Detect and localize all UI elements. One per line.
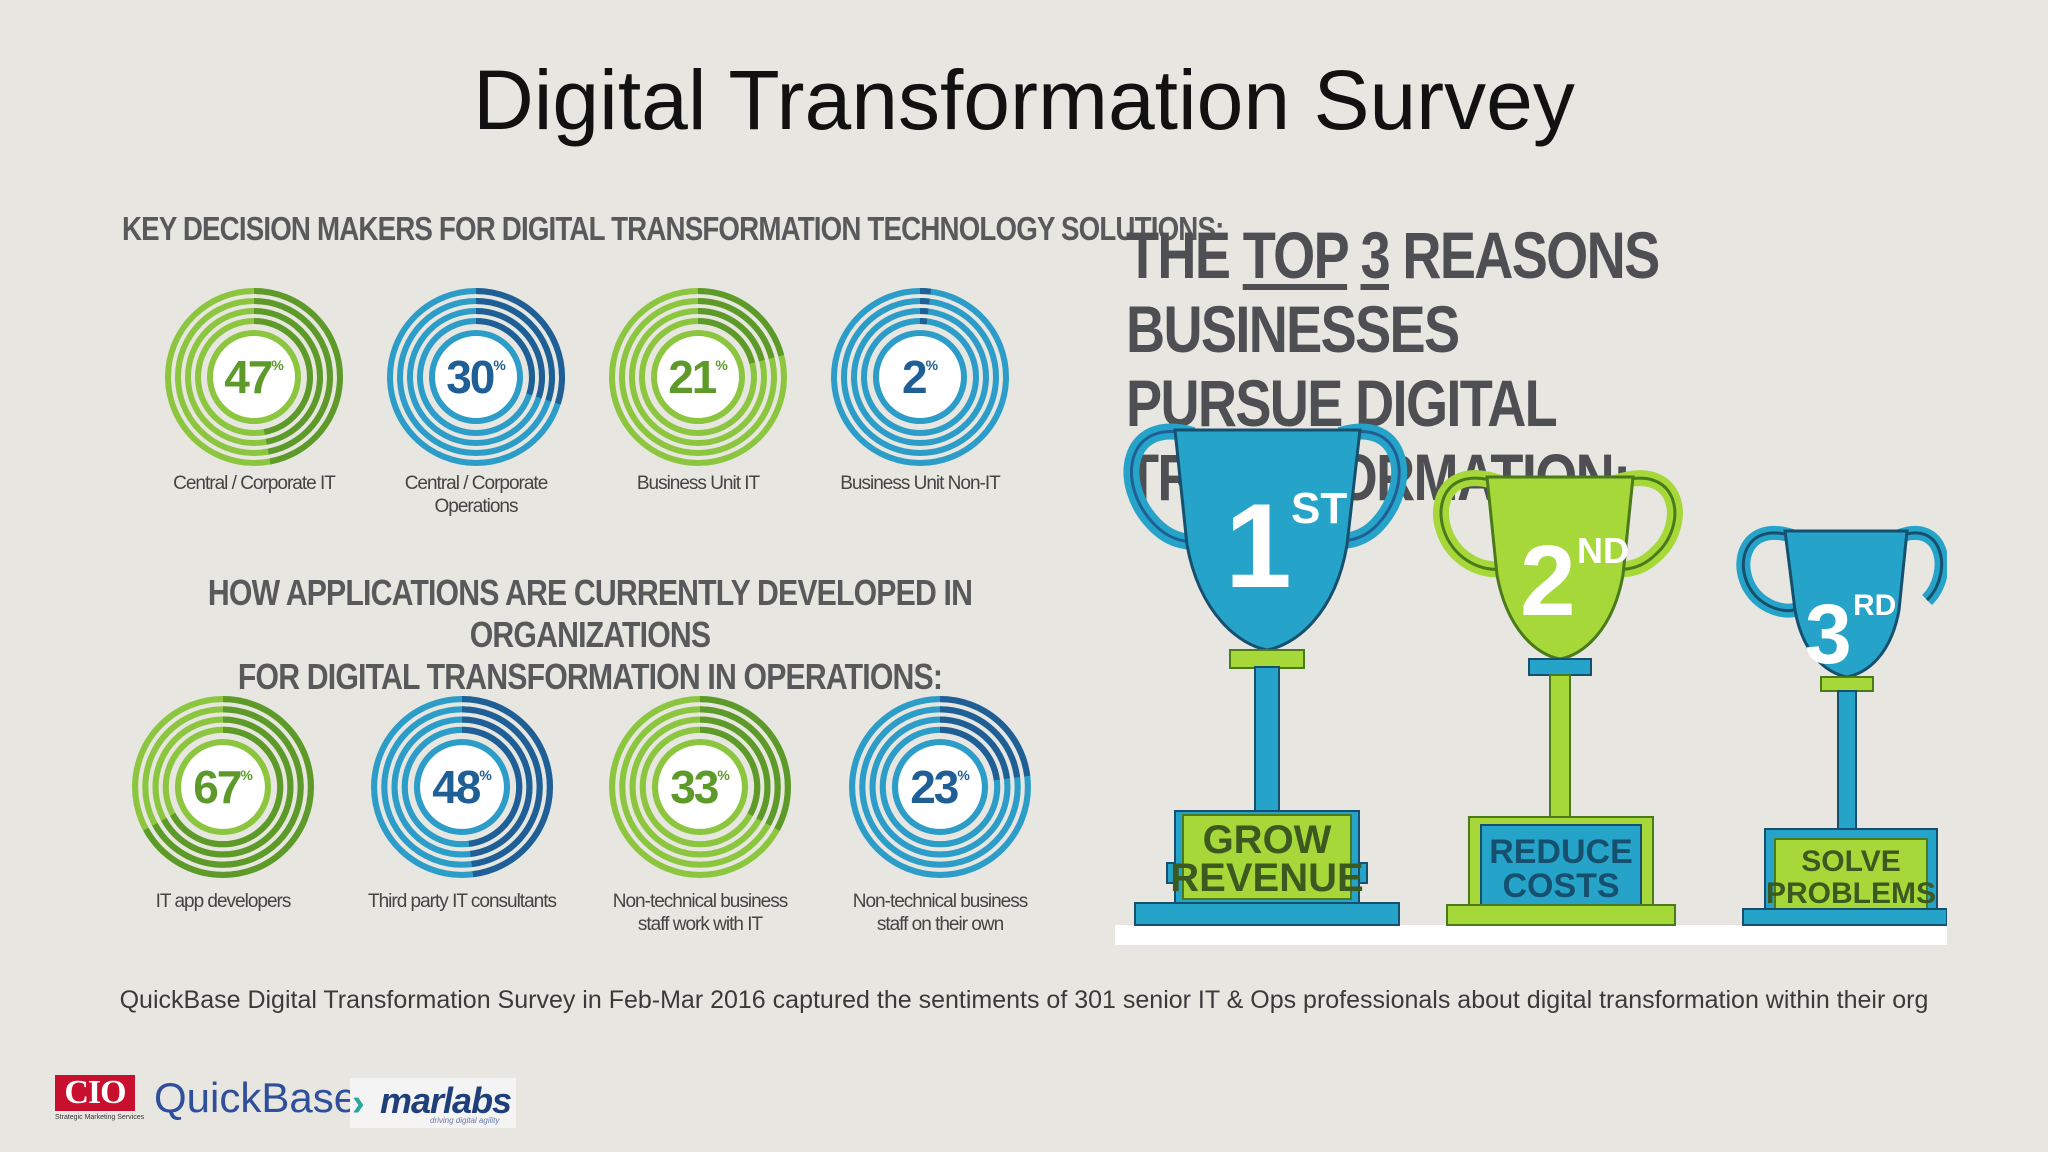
trophy-second-suffix: ND: [1577, 530, 1629, 571]
decision_makers-ring-graphic-2: [387, 288, 565, 466]
decision_makers-label-line1: Business Unit IT: [636, 473, 760, 494]
decision_makers-label-1: Central / Corporate IT: [144, 472, 364, 495]
development-ring-1: 67%: [131, 695, 315, 879]
trophy-second-label-2: COSTS: [1502, 867, 1619, 905]
decision_makers-percent-sign: %: [271, 357, 284, 373]
marlabs-tagline: driving digital agility: [430, 1116, 500, 1125]
decision_makers-percent-1: 47%: [164, 287, 344, 467]
development-percent-1: 67%: [131, 695, 315, 879]
decision_makers-ring-1: 47%: [164, 287, 344, 467]
development-percent-value: 67: [193, 761, 242, 813]
top-reasons-heading-rest: REASONS BUSINESSES: [1126, 218, 1660, 366]
trophy-third-suffix: RD: [1853, 589, 1896, 622]
trophy-second-label-1: REDUCE: [1489, 833, 1633, 871]
development-ring-4: 23%: [848, 695, 1032, 879]
decision_makers-ring-3: 21%: [608, 287, 788, 467]
development-label-line1: IT app developers: [155, 891, 292, 912]
decision_makers-label-4: Business Unit Non-IT: [810, 472, 1030, 495]
decision_makers-ring-2: 30%: [386, 287, 566, 467]
trophy-first: 1 ST GROW REVENUE: [1123, 423, 1408, 926]
decision_makers-ring-graphic-3: [609, 288, 787, 466]
trophy-first-label-1: GROW: [1203, 818, 1332, 862]
development-percent-sign: %: [479, 767, 492, 783]
trophy-first-suffix: ST: [1291, 484, 1347, 533]
decision-makers-heading: KEY DECISION MAKERS FOR DIGITAL TRANSFOR…: [122, 210, 1224, 247]
footnote: QuickBase Digital Transformation Survey …: [119, 986, 1929, 1014]
trophy-first-rank: 1: [1225, 479, 1292, 613]
decision_makers-label-line1: Business Unit Non-IT: [840, 473, 1001, 494]
development-ring-graphic-2: [371, 696, 553, 878]
trophy-third-label-2: PROBLEMS: [1766, 877, 1936, 910]
cio-logo: CIO: [55, 1075, 135, 1111]
decision_makers-ring-graphic-4: [831, 288, 1009, 466]
decision_makers-ring-4: 2%: [830, 287, 1010, 467]
development-percent-value: 33: [670, 761, 719, 813]
development-label-line2: staff work with IT: [637, 914, 763, 935]
decision_makers-percent-sign: %: [925, 357, 939, 373]
trophy-second: 2 ND REDUCE COSTS: [1433, 470, 1683, 926]
marlabs-logo: › marlabs driving digital agility: [350, 1078, 516, 1128]
development-ring-graphic-4: [849, 696, 1031, 878]
trophies-illustration: 1 ST GROW REVENUE 2 ND REDUCE COSTS 3: [1115, 423, 1947, 945]
trophy-third-label-1: SOLVE: [1801, 845, 1900, 878]
development-label-line1: Non-technical business: [852, 891, 1028, 912]
development-label-3: Non-technical business staff work with IT: [590, 890, 810, 936]
development-ring-graphic-1: [132, 696, 314, 878]
decision_makers-label-line1: Central / Corporate IT: [173, 473, 336, 494]
trophy-third: 3 RD SOLVE PROBLEMS: [1736, 525, 1947, 926]
trophy-first-label-2: REVENUE: [1170, 856, 1363, 900]
development-ring-graphic-3: [609, 696, 791, 878]
cio-logo-subtitle: Strategic Marketing Services: [55, 1114, 145, 1121]
development-percent-value: 23: [910, 761, 959, 813]
top-reasons-heading-top: TOP: [1242, 218, 1349, 292]
development-heading: HOW APPLICATIONS ARE CURRENTLY DEVELOPED…: [94, 572, 1085, 698]
marlabs-name: marlabs: [380, 1080, 512, 1121]
development-percent-sign: %: [240, 767, 253, 783]
development-heading-line2: FOR DIGITAL TRANSFORMATION IN OPERATIONS…: [237, 656, 943, 697]
development-label-line1: Non-technical business: [612, 891, 788, 912]
development-percent-value: 48: [432, 761, 481, 813]
decision_makers-label-2: Central / Corporate Operations: [366, 472, 586, 518]
decision_makers-percent-value: 2: [901, 351, 928, 403]
trophy-second-rank: 2: [1520, 525, 1576, 637]
decision_makers-label-line1: Central / Corporate Operations: [404, 473, 549, 517]
decision_makers-percent-3: 21%: [608, 287, 788, 467]
marlabs-chevron-icon: ›: [352, 1082, 365, 1124]
development-percent-sign: %: [957, 767, 970, 783]
development-label-1: IT app developers: [113, 890, 333, 913]
development-label-4: Non-technical business staff on their own: [830, 890, 1050, 936]
quickbase-logo: QuickBase: [154, 1074, 358, 1121]
decision_makers-label-3: Business Unit IT: [588, 472, 808, 495]
trophy-third-rank: 3: [1805, 587, 1852, 681]
decision_makers-percent-2: 30%: [386, 287, 566, 467]
development-label-line1: Third party IT consultants: [367, 891, 557, 912]
top-reasons-heading-pre: THE: [1126, 218, 1243, 292]
development-percent-4: 23%: [848, 695, 1032, 879]
development-ring-3: 33%: [608, 695, 792, 879]
development-heading-line1: HOW APPLICATIONS ARE CURRENTLY DEVELOPED…: [207, 572, 973, 655]
development-label-line2: staff on their own: [876, 914, 1004, 935]
development-percent-sign: %: [717, 767, 730, 783]
decision_makers-percent-value: 47: [224, 351, 273, 403]
development-percent-3: 33%: [608, 695, 792, 879]
floor: [1115, 925, 1947, 945]
page-title: Digital Transformation Survey: [473, 53, 1575, 147]
development-ring-2: 48%: [370, 695, 554, 879]
decision_makers-percent-value: 30: [446, 351, 495, 403]
decision_makers-percent-value: 21: [668, 351, 717, 403]
decision_makers-percent-4: 2%: [830, 287, 1010, 467]
top-reasons-heading-num: 3: [1360, 218, 1391, 292]
decision_makers-percent-sign: %: [493, 357, 506, 373]
development-percent-2: 48%: [370, 695, 554, 879]
decision_makers-percent-sign: %: [715, 357, 728, 373]
decision_makers-ring-graphic-1: [165, 288, 343, 466]
development-label-2: Third party IT consultants: [352, 890, 572, 913]
